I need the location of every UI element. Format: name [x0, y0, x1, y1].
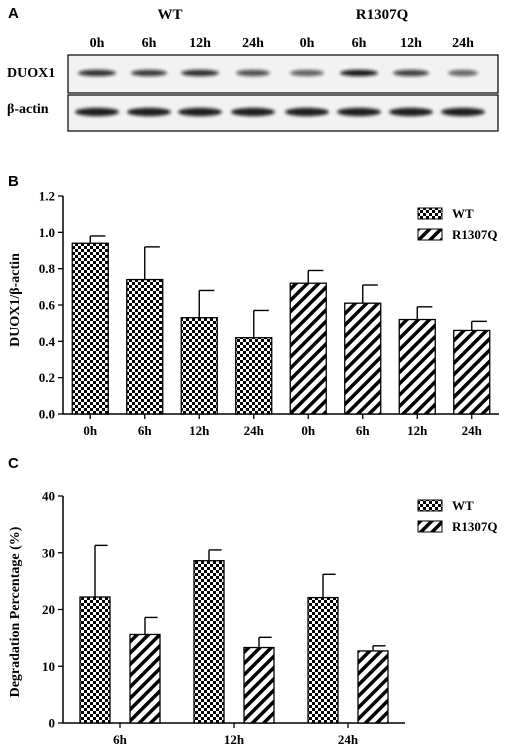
blot-group-wt: WT	[157, 7, 182, 23]
blot-band-duox1	[78, 69, 116, 77]
chart-c-legend-swatch-wt	[417, 499, 443, 512]
blot-lane-label: 6h	[142, 36, 157, 51]
blot-row-duox1: DUOX1	[7, 66, 55, 81]
chart-c-y-tick-label: 20	[42, 602, 55, 617]
chart-c-y-tick-label: 40	[42, 489, 55, 504]
chart-b-x-tick-label: 6h	[356, 423, 371, 438]
chart-c-legend-wt: WT	[452, 498, 474, 513]
chart-b-bar-wt	[235, 337, 273, 415]
chart-c-legend: WT R1307Q	[417, 498, 498, 534]
chart-b-x-tick-label: 0h	[301, 423, 316, 438]
panel-letter-c: C	[8, 455, 19, 472]
blot-band-beta-actin	[231, 107, 275, 117]
chart-c-legend-swatch-r1307q	[417, 520, 443, 533]
chart-b-x-tick-label: 0h	[83, 423, 98, 438]
chart-b-x-tick-label: 12h	[189, 423, 210, 438]
chart-b-y-tick-label: 0.6	[39, 298, 56, 313]
panel-letter-a: A	[8, 5, 19, 22]
chart-c-bar-wt	[307, 596, 339, 724]
chart-c-legend-r1307q: R1307Q	[452, 519, 498, 534]
chart-c-x-tick-label: 6h	[113, 732, 128, 747]
chart-b-y-tick-label: 0.0	[39, 407, 55, 422]
blot-band-duox1	[393, 69, 429, 77]
chart-b-legend: WT R1307Q	[417, 206, 498, 242]
chart-b: 0.0 0.2 0.4 0.6 0.8 1.0 1.2 0h 6h 12h 24h 0h 6h 12h 24…	[39, 189, 499, 438]
chart-b-bar-wt	[180, 317, 218, 415]
panel-b: B DUOX1/β-actin 0.0 0.2 0.4 0.6 0.8 1.0 1.2 0h 6…	[8, 173, 499, 438]
blot-group-r1307q: R1307Q	[356, 7, 409, 23]
blot-row-beta-actin: β-actin	[7, 102, 49, 117]
chart-b-bar-r1307q	[289, 282, 327, 415]
blot-lane-label: 0h	[90, 36, 105, 51]
chart-b-bar-r1307q	[398, 318, 436, 415]
blot-lane-labels: 0h 6h 12h 24h 0h 6h 12h 24h	[90, 36, 475, 51]
blot-lane-label: 0h	[300, 36, 315, 51]
chart-b-bar-r1307q	[453, 329, 491, 415]
blot-lane-label: 24h	[452, 36, 474, 51]
blot-band-beta-actin	[389, 107, 433, 117]
chart-c: 0 10 20 30 40 6h 12h 24h	[42, 489, 405, 747]
chart-b-y-tick-label: 0.4	[39, 334, 56, 349]
chart-b-y-tick-label: 1.0	[39, 225, 55, 240]
chart-c-y-tick-label: 10	[42, 659, 55, 674]
chart-b-bar-wt	[126, 278, 164, 415]
blot-band-beta-actin	[441, 107, 485, 117]
blot-bands	[75, 69, 485, 117]
blot-band-duox1	[131, 69, 167, 77]
chart-b-x-tick-label: 24h	[244, 423, 265, 438]
chart-c-x-tick-label: 12h	[224, 732, 245, 747]
chart-c-x-tick-label: 24h	[338, 732, 359, 747]
chart-b-y-tick-label: 0.2	[39, 370, 55, 385]
panel-a: A WT R1307Q 0h 6h 12h 24h 0h 6h 12h 24h DUOX1 β…	[7, 5, 499, 132]
blot-lane-label: 6h	[352, 36, 367, 51]
panel-letter-b: B	[8, 173, 19, 190]
chart-c-bar-r1307q	[243, 646, 275, 724]
blot-band-beta-actin	[178, 107, 222, 117]
chart-b-x-tick-label: 12h	[407, 423, 428, 438]
chart-c-y-tick-label: 0	[49, 716, 56, 731]
chart-b-legend-r1307q: R1307Q	[452, 227, 498, 242]
chart-b-x-tick-label: 24h	[462, 423, 483, 438]
chart-b-y-tick-label: 1.2	[39, 189, 55, 204]
chart-b-x-tick-label: 6h	[138, 423, 153, 438]
chart-c-y-label: Degradation Percentage (%)	[8, 526, 23, 697]
chart-b-y-label: DUOX1/β-actin	[8, 253, 23, 347]
chart-b-legend-swatch-wt	[417, 207, 443, 220]
blot-band-duox1	[340, 69, 378, 77]
blot-band-beta-actin	[285, 107, 329, 117]
chart-c-bar-r1307q	[129, 633, 161, 724]
blot-band-beta-actin	[127, 107, 171, 117]
chart-b-legend-wt: WT	[452, 206, 474, 221]
chart-b-bar-r1307q	[344, 302, 382, 415]
chart-c-bar-wt	[193, 560, 225, 724]
blot-lane-label: 24h	[242, 36, 264, 51]
chart-b-legend-swatch-r1307q	[417, 228, 443, 241]
chart-c-bar-wt	[79, 596, 111, 724]
blot-lane-label: 12h	[189, 36, 211, 51]
blot-band-duox1	[181, 69, 219, 77]
blot-band-beta-actin	[75, 107, 119, 117]
blot-band-duox1	[448, 69, 478, 77]
chart-b-y-tick-label: 0.8	[39, 261, 56, 276]
chart-c-y-tick-label: 30	[42, 545, 55, 560]
chart-c-bar-r1307q	[357, 650, 389, 724]
blot-band-beta-actin	[337, 107, 381, 117]
blot-band-duox1	[290, 69, 324, 77]
panel-c: C Degradation Percentage (%) 0 10 20 30 40 6h…	[8, 455, 498, 747]
chart-b-bar-wt	[71, 242, 109, 415]
blot-lane-label: 12h	[400, 36, 422, 51]
blot-band-duox1	[236, 69, 270, 77]
